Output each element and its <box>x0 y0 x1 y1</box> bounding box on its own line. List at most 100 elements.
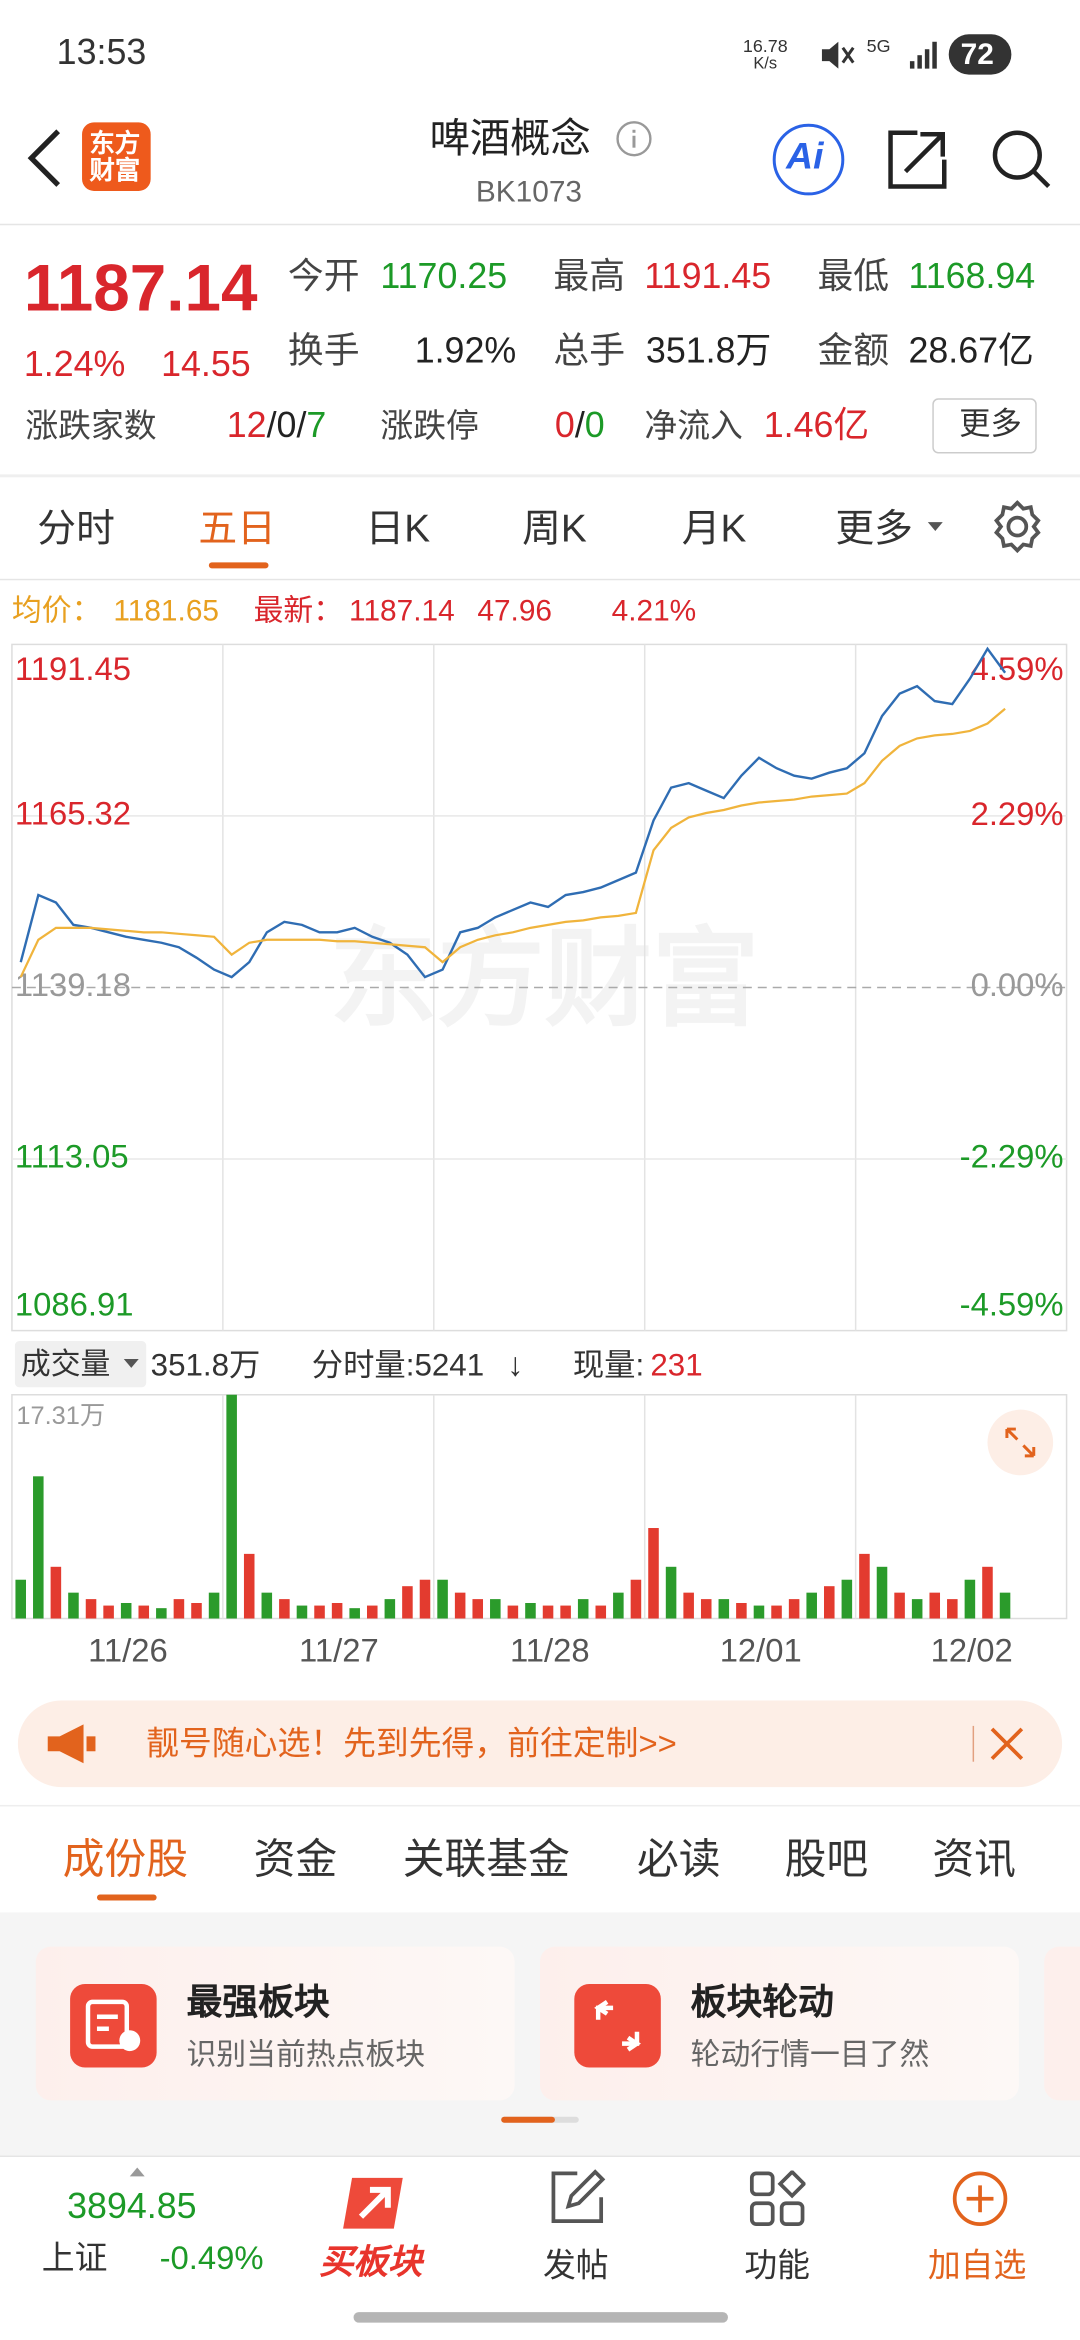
separator <box>972 1725 975 1762</box>
volume-bar <box>982 1566 993 1619</box>
content-tab[interactable]: 必读 <box>636 1836 721 1883</box>
card-icon-glyph <box>594 2000 641 2052</box>
home-indicator <box>353 2312 728 2323</box>
value-part: 0 <box>584 405 605 447</box>
breadth-value: 12/0/7 <box>227 405 327 447</box>
content-tab[interactable]: 资讯 <box>932 1836 1016 1883</box>
volume-bar <box>437 1579 448 1619</box>
volume-bar <box>85 1599 97 1619</box>
last-label: 最新： <box>253 595 344 629</box>
add-label[interactable]: 加自选 <box>927 2246 1027 2284</box>
volume-bar <box>402 1586 413 1619</box>
card-icon <box>70 1983 157 2068</box>
avg-line <box>19 707 1006 978</box>
card-subtitle[interactable]: 轮动行情一目了然 <box>690 2039 930 2072</box>
volume-selector[interactable] <box>14 1341 147 1388</box>
promo-banner[interactable] <box>17 1700 1063 1788</box>
y-tick-label: 17.31万 <box>16 1402 105 1430</box>
card-title[interactable]: 最强板块 <box>186 1982 330 2023</box>
field-label: 今开 <box>287 256 360 297</box>
volume-bar <box>648 1528 659 1619</box>
volume-bar <box>120 1602 132 1619</box>
volume-bar <box>859 1553 870 1619</box>
feature-card-partial[interactable] <box>1044 1946 1080 2101</box>
card-subtitle[interactable]: 识别当前热点板块 <box>186 2039 426 2072</box>
period-tab[interactable]: 日K <box>365 505 431 551</box>
content-tab[interactable]: 关联基金 <box>402 1836 570 1883</box>
share-button[interactable] <box>885 127 951 193</box>
volume-bar <box>613 1592 624 1619</box>
y-tick-label: 1139.18 <box>15 966 131 1003</box>
volume-bar <box>788 1599 800 1619</box>
mute-icon <box>821 41 855 69</box>
breadth-label: 涨跌家数 <box>25 407 157 445</box>
content-tab[interactable]: 股吧 <box>784 1836 869 1883</box>
volume-bar <box>718 1599 730 1619</box>
volume-bar <box>208 1592 220 1619</box>
volume-bar <box>314 1605 325 1619</box>
buy-label[interactable]: 买板块 <box>319 2242 423 2281</box>
expand-icon[interactable] <box>1002 1425 1038 1461</box>
megaphone-icon <box>47 1724 96 1764</box>
banner-text[interactable]: 靓号随心选！先到先得，前往定制>> <box>146 1724 677 1762</box>
expand-button[interactable] <box>987 1409 1054 1476</box>
functions-label[interactable]: 功能 <box>744 2246 811 2284</box>
volume-bar <box>595 1605 607 1619</box>
more-button[interactable] <box>932 398 1037 454</box>
content-tab[interactable]: 资金 <box>253 1836 338 1883</box>
volume-bar <box>33 1476 44 1619</box>
volume-bar <box>929 1592 941 1619</box>
index-name[interactable]: 上证 <box>41 2239 108 2277</box>
bottom-nav <box>0 2155 1080 2340</box>
more-label[interactable]: 更多 <box>959 407 1022 442</box>
card-title[interactable]: 板块轮动 <box>690 1982 834 2023</box>
volume-bar <box>156 1608 167 1619</box>
period-tab[interactable]: 月K <box>681 505 747 551</box>
tab-indicator <box>208 562 269 569</box>
functions-icon[interactable] <box>749 2170 806 2227</box>
back-button[interactable] <box>22 127 67 190</box>
limit-label: 涨跌停 <box>380 407 479 445</box>
caret-up <box>129 2167 145 2177</box>
y2-tick-label: 0.00% <box>971 966 1064 1003</box>
period-tab[interactable]: 更多 <box>835 505 913 551</box>
card-icon <box>574 1983 661 2068</box>
y-tick-label: 1086.91 <box>15 1285 134 1322</box>
field-value: 351.8万 <box>645 331 772 372</box>
change-pct: 1.24% <box>23 344 126 385</box>
volume-bar <box>191 1602 202 1619</box>
period-tab[interactable]: 分时 <box>37 505 115 551</box>
content-tab-active[interactable]: 成份股 <box>62 1836 188 1883</box>
tab-indicator <box>96 1894 157 1901</box>
post-icon[interactable] <box>547 2167 607 2227</box>
post-label[interactable]: 发帖 <box>542 2246 609 2284</box>
volume-bar <box>243 1553 255 1619</box>
field-value: 1.92% <box>414 331 517 372</box>
ai-label[interactable]: Ai <box>786 135 824 178</box>
period-tab[interactable]: 周K <box>522 505 587 551</box>
ai-button[interactable] <box>772 123 845 196</box>
last-change: 47.96 <box>477 595 553 629</box>
index-change[interactable]: -0.49% <box>159 2239 264 2277</box>
period-tab-active[interactable]: 五日 <box>198 505 276 551</box>
tick-arrow: ↓ <box>507 1345 524 1383</box>
net-speed-unit: K/s <box>753 55 778 74</box>
volume-selector-label[interactable]: 成交量 <box>20 1348 111 1382</box>
volume-bar <box>490 1599 501 1619</box>
index-value[interactable]: 3894.85 <box>67 2186 197 2228</box>
volume-bar <box>331 1602 343 1619</box>
x-tick-label: 11/28 <box>510 1631 590 1668</box>
settings-button[interactable] <box>990 500 1044 554</box>
limit-value: 0/0 <box>554 405 605 447</box>
search-button[interactable] <box>989 127 1055 193</box>
board-code: BK1073 <box>475 176 583 209</box>
value-part: 0 <box>554 405 575 447</box>
value-part: / <box>266 405 277 447</box>
avg-value: 1181.65 <box>113 595 220 629</box>
info-icon[interactable] <box>615 119 654 158</box>
volume-bar <box>841 1579 853 1619</box>
close-button[interactable] <box>989 1726 1025 1762</box>
buy-icon[interactable] <box>337 2166 415 2238</box>
add-icon[interactable] <box>952 2170 1009 2227</box>
